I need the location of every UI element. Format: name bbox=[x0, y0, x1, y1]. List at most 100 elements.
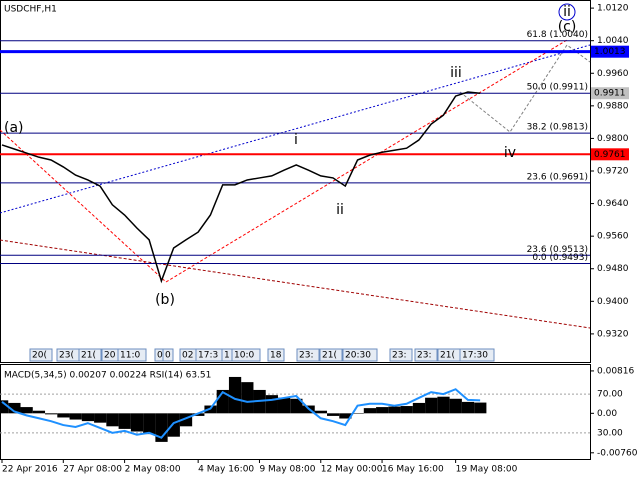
price-line bbox=[1, 91, 481, 284]
y-tick-label: 0.9320 bbox=[597, 329, 629, 339]
wave-label: i bbox=[294, 132, 298, 148]
time-box bbox=[414, 348, 438, 362]
time-box bbox=[342, 348, 378, 362]
time-box-label: 0 bbox=[165, 351, 171, 361]
y-tick-label: 0.9800 bbox=[597, 134, 629, 144]
time-box-label: 23: bbox=[299, 351, 313, 361]
macd-bar bbox=[20, 407, 33, 414]
y-tick-label: 0.9720 bbox=[597, 167, 629, 177]
x-tick-label: 22 Apr 2016 bbox=[2, 465, 58, 475]
price-tag-label: 0.9761 bbox=[594, 150, 626, 160]
wave-label: (b) bbox=[155, 292, 175, 308]
macd-bar bbox=[106, 413, 119, 427]
macd-bar bbox=[265, 395, 278, 414]
time-box bbox=[319, 348, 343, 362]
trend-lines bbox=[0, 39, 591, 329]
y-tick-label: -0.00760 bbox=[597, 448, 638, 458]
time-box-label: 23: bbox=[392, 351, 406, 361]
time-box-label: 21( bbox=[322, 351, 337, 361]
macd-bar bbox=[32, 410, 46, 414]
wave-label: iii bbox=[450, 65, 462, 81]
time-box bbox=[459, 348, 495, 362]
macd-bar bbox=[376, 407, 389, 414]
main-panel bbox=[0, 0, 591, 363]
time-box-label: 1 bbox=[224, 351, 230, 361]
y-tick-label: 0.00816 bbox=[597, 366, 634, 376]
macd-bar bbox=[351, 413, 364, 414]
macd-bar bbox=[412, 402, 426, 414]
x-tick-label: 19 May 08:00 bbox=[456, 465, 518, 475]
time-box bbox=[29, 348, 53, 362]
macd-bar bbox=[327, 413, 340, 416]
macd-bar bbox=[290, 398, 303, 414]
trend-line bbox=[0, 239, 591, 329]
macd-bar bbox=[45, 413, 58, 415]
y-tick-label: 0.9960 bbox=[597, 69, 629, 79]
time-box-label: 02 bbox=[182, 351, 193, 361]
x-tick-label: 9 May 08:00 bbox=[259, 465, 315, 475]
macd-bar bbox=[388, 406, 401, 414]
macd-bar bbox=[461, 401, 475, 414]
y-tick-label: 0.9400 bbox=[597, 297, 629, 307]
wave-label: ii bbox=[336, 202, 344, 218]
time-box-label: 21( bbox=[440, 351, 455, 361]
fibo-label: 38.2 (0.9813) bbox=[527, 123, 588, 133]
time-box bbox=[389, 348, 413, 362]
price-tag bbox=[591, 45, 629, 58]
time-box-label: 23: bbox=[417, 351, 431, 361]
y-tick-label: 1.0120 bbox=[597, 4, 629, 14]
time-box-label: 20:30 bbox=[345, 351, 371, 361]
time-box bbox=[267, 348, 285, 362]
x-tick-label: 27 Apr 08:00 bbox=[63, 465, 122, 475]
fibo-label: 0.0 (0.9493) bbox=[532, 253, 588, 263]
projection-line bbox=[459, 44, 591, 133]
macd-bar bbox=[8, 402, 21, 414]
rsi-line bbox=[1, 388, 481, 439]
chart-title: USDCHF,H1 bbox=[4, 5, 57, 15]
macd-bar bbox=[425, 397, 438, 414]
macd-bar bbox=[57, 413, 70, 418]
time-box-label: 21( bbox=[81, 351, 96, 361]
time-box-label: 20 bbox=[104, 351, 116, 361]
y-tick-label: 0.9640 bbox=[597, 199, 629, 209]
macd-bar bbox=[130, 413, 144, 432]
wave-label: ii bbox=[563, 4, 571, 20]
macd-bar bbox=[277, 397, 291, 414]
price-tag-label: 0.9911 bbox=[594, 89, 626, 99]
y-tick-label: 0.00 bbox=[597, 409, 617, 419]
wave-label: (a) bbox=[4, 120, 24, 136]
fibo-label: 50.0 (0.9911) bbox=[527, 83, 588, 93]
x-tick-label: 2 May 08:00 bbox=[125, 465, 181, 475]
time-box bbox=[162, 348, 174, 362]
fibo-label: 23.6 (0.9691) bbox=[527, 172, 588, 182]
macd-bar bbox=[363, 408, 377, 414]
macd-bar bbox=[69, 413, 82, 420]
wave-circle bbox=[558, 3, 576, 21]
macd-bar bbox=[228, 376, 242, 414]
price-tag-label: 1.0013 bbox=[594, 47, 626, 57]
y2-tick-label: 70.00 bbox=[597, 390, 623, 400]
time-box bbox=[296, 348, 320, 362]
time-box bbox=[231, 348, 261, 362]
time-box-label: 17:30 bbox=[462, 351, 488, 361]
y2-tick-label: 30.00 bbox=[597, 428, 623, 438]
macd-bar bbox=[314, 410, 328, 414]
y-tick-label: 0.9560 bbox=[597, 232, 629, 242]
macd-bar bbox=[400, 406, 413, 414]
y-tick-label: 0.9880 bbox=[597, 101, 629, 111]
time-box-label: 0 bbox=[157, 351, 163, 361]
wave-label: (c) bbox=[558, 19, 577, 35]
macd-bar bbox=[167, 413, 180, 437]
wave-label: iv bbox=[504, 145, 516, 161]
fibo-label: 23.6 (0.9513) bbox=[527, 245, 588, 255]
time-box bbox=[78, 348, 102, 362]
time-box bbox=[117, 348, 147, 362]
time-box-label: 23( bbox=[59, 351, 74, 361]
time-box-label: 11:0 bbox=[120, 351, 140, 361]
time-box-label: 18 bbox=[270, 351, 282, 361]
macd-bar bbox=[94, 413, 107, 423]
y-tick-label: 0.9480 bbox=[597, 264, 629, 274]
x-tick-label: 16 May 16:00 bbox=[382, 465, 444, 475]
time-box-label: 10:0 bbox=[234, 351, 254, 361]
macd-bar bbox=[449, 398, 462, 414]
